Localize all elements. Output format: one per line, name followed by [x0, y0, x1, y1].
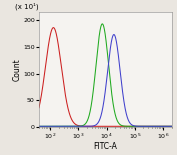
Y-axis label: Count: Count: [13, 58, 22, 81]
X-axis label: FITC-A: FITC-A: [93, 142, 117, 151]
Text: (x 10¹): (x 10¹): [15, 3, 39, 10]
